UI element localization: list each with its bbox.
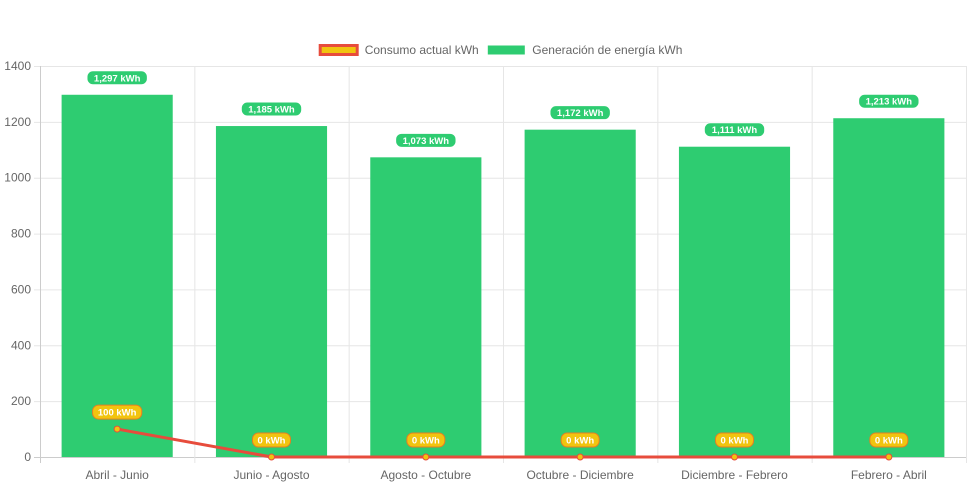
y-tick-label: 400 bbox=[11, 338, 31, 352]
line-data-label: 0 kWh bbox=[406, 432, 446, 448]
data-label-text: 0 kWh bbox=[721, 436, 749, 447]
data-label-bg bbox=[715, 432, 754, 448]
legend-swatch bbox=[318, 44, 359, 56]
bar bbox=[524, 129, 636, 458]
data-label-bg bbox=[858, 93, 920, 109]
bar bbox=[833, 118, 945, 457]
data-label-text: 1,213 kWh bbox=[866, 97, 913, 108]
legend-item[interactable]: Generación de energía kWh bbox=[487, 43, 683, 57]
data-label-bg bbox=[406, 432, 446, 448]
data-label-text: 0 kWh bbox=[875, 436, 903, 447]
line-point bbox=[113, 425, 121, 433]
data-label-bg bbox=[92, 404, 143, 420]
x-tick-label: Diciembre - Febrero bbox=[681, 468, 788, 482]
x-tick-label: Febrero - Abril bbox=[851, 468, 927, 482]
y-tick-label: 1000 bbox=[4, 171, 31, 185]
bar-data-label: 1,185 kWh bbox=[240, 101, 303, 117]
x-tick-label: Junio - Agosto bbox=[233, 468, 309, 482]
x-tick-label: Abril - Junio bbox=[85, 468, 149, 482]
legend-item[interactable]: Consumo actual kWh bbox=[318, 43, 479, 57]
grid-lines bbox=[34, 66, 967, 463]
data-label-text: 1,172 kWh bbox=[557, 108, 604, 119]
bar-data-label: 1,297 kWh bbox=[86, 70, 148, 86]
legend-label: Consumo actual kWh bbox=[365, 43, 479, 57]
bar bbox=[61, 94, 173, 458]
line-data-label: 0 kWh bbox=[869, 432, 909, 448]
legend-label: Generación de energía kWh bbox=[532, 43, 682, 57]
x-tick-label: Agosto - Octubre bbox=[380, 468, 471, 482]
line-data-label: 0 kWh bbox=[560, 432, 600, 448]
legend: Consumo actual kWh Generación de energía … bbox=[318, 43, 683, 57]
y-axis: 0 200 400 600 800 1000 1200 1400 bbox=[4, 59, 31, 464]
data-label-bg bbox=[240, 101, 303, 117]
bar-data-label: 1,073 kWh bbox=[395, 132, 457, 148]
data-label-bg bbox=[560, 432, 600, 448]
bar-data-label: 1,172 kWh bbox=[549, 105, 611, 121]
data-label-text: 0 kWh bbox=[412, 436, 440, 447]
bar-series bbox=[61, 94, 945, 458]
x-axis: Abril - Junio Junio - Agosto Agosto - Octu… bbox=[85, 468, 926, 482]
line-path bbox=[116, 427, 889, 459]
line-data-label: 0 kWh bbox=[252, 432, 291, 448]
y-tick-label: 0 bbox=[24, 450, 31, 464]
line-data-label: 100 kWh bbox=[92, 404, 143, 420]
data-label-bg bbox=[703, 122, 766, 138]
data-label-text: 1,111 kWh bbox=[712, 125, 758, 136]
y-tick-label: 600 bbox=[11, 282, 31, 296]
line-series bbox=[113, 425, 893, 461]
data-label-text: 1,185 kWh bbox=[248, 105, 295, 116]
data-label-bg bbox=[86, 70, 148, 86]
y-tick-label: 1200 bbox=[4, 115, 31, 129]
x-tick-label: Octubre - Diciembre bbox=[526, 468, 634, 482]
data-label-text: 1,297 kWh bbox=[94, 73, 141, 84]
data-label-bg bbox=[395, 132, 457, 148]
line-data-label: 0 kWh bbox=[715, 432, 754, 448]
bar bbox=[678, 146, 791, 458]
y-tick-label: 200 bbox=[11, 394, 31, 408]
data-label-text: 1,073 kWh bbox=[403, 136, 450, 147]
y-tick-label: 1400 bbox=[4, 59, 31, 73]
line-point bbox=[885, 453, 893, 461]
data-label-bg bbox=[869, 432, 909, 448]
data-label-text: 0 kWh bbox=[566, 436, 594, 447]
line-point bbox=[731, 453, 738, 461]
data-label-bg bbox=[252, 432, 291, 448]
data-label-text: 0 kWh bbox=[258, 436, 286, 447]
y-tick-label: 800 bbox=[11, 227, 31, 241]
bar bbox=[370, 157, 482, 458]
line-point bbox=[268, 453, 275, 461]
bar bbox=[215, 126, 328, 458]
bar-data-label: 1,213 kWh bbox=[858, 93, 920, 109]
data-label-text: 100 kWh bbox=[98, 408, 137, 419]
line-point bbox=[422, 453, 430, 461]
line-point bbox=[576, 453, 584, 461]
data-labels: 1,297 kWh 1,185 kWh 1,073 kWh 1,172 kWh 1,11… bbox=[86, 70, 920, 448]
bar-data-label: 1,111 kWh bbox=[703, 122, 766, 138]
data-label-bg bbox=[549, 105, 611, 121]
legend-swatch bbox=[487, 45, 525, 55]
